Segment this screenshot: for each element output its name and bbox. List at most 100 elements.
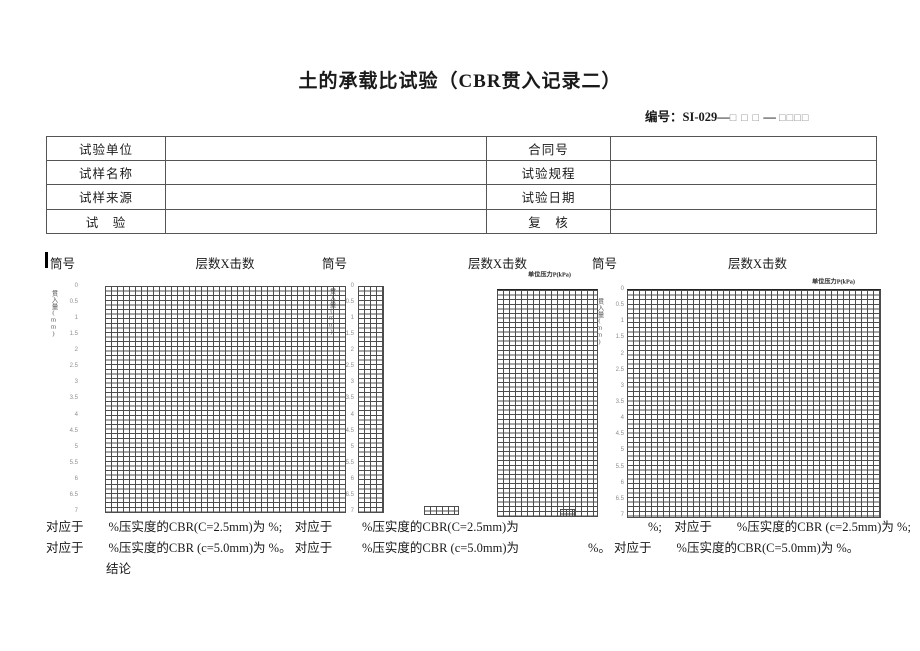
conclusion-label: 结论 [106, 562, 132, 576]
cbr-result-line: %压实度的CBR(C=2.5mm)为 [362, 520, 519, 534]
label-tester: 试 验 [46, 208, 166, 234]
value-sample-source[interactable] [165, 184, 487, 210]
doc-number-separator: — [760, 110, 779, 124]
label-contract-no: 合同号 [486, 135, 611, 162]
pressure-axis-label-3: 单位压力P(kPa) [812, 278, 855, 286]
y-tick-label: 0 [620, 286, 624, 292]
cbr-result-line: 对应于 %压实度的CBR(C=2.5mm)为 %; 对应于 [46, 520, 333, 534]
y-tick-label: 2.5 [615, 366, 624, 373]
cbr-result-line: %。 对应于 %压实度的CBR(C=5.0mm)为 %。 [588, 541, 860, 555]
tube-number-label-1: 筒号 [50, 257, 76, 271]
y-tick-label: 4.5 [69, 427, 78, 434]
value-test-procedure[interactable] [610, 160, 877, 186]
chart-grid-2 [497, 289, 598, 517]
y-tick-label: 3.5 [345, 395, 354, 402]
label-test-procedure: 试验规程 [486, 160, 611, 186]
value-sample-name[interactable] [165, 160, 487, 186]
cursor-bar [45, 252, 48, 268]
tube-number-label-3: 筒号 [592, 257, 618, 271]
y-tick-label: 6.5 [69, 491, 78, 498]
chart-grid-1 [105, 286, 346, 513]
cbr-result-line: %; 对应于 %压实度的CBR (c=2.5mm)为 %; [648, 520, 911, 534]
chart-grid-3 [627, 289, 881, 518]
y-tick-label: 1 [350, 315, 354, 322]
grid-fragment [424, 506, 459, 515]
y-tick-label: 3 [350, 379, 354, 386]
label-test-date: 试验日期 [486, 184, 611, 210]
y-tick-label: 2 [74, 347, 78, 354]
y-tick-label: 0 [74, 283, 78, 289]
cbr-result-line: 对应于 %压实度的CBR (c=5.0mm)为 %。 对应于 [46, 541, 333, 555]
doc-number: 编号：SI-029—□ □ □ — □□□□ [645, 106, 810, 125]
y-tick-label: 6 [350, 475, 354, 482]
y-tick-label: 1 [74, 315, 78, 322]
value-reviewer[interactable] [610, 208, 877, 234]
doc-number-label: 编号： [645, 110, 683, 124]
doc-number-boxes-2: □□□□ [778, 112, 810, 124]
y-tick-label: 2.5 [345, 363, 354, 370]
y-tick-label: 0.5 [69, 299, 78, 306]
y-tick-label: 2 [350, 347, 354, 354]
page-title: 土的承载比试验（CBR贯入记录二） [298, 71, 622, 92]
y-tick-label: 3 [620, 382, 624, 389]
y-tick-label: 0.5 [615, 302, 624, 309]
y-tick-label: 6 [620, 479, 624, 486]
table-row: 试 验 复 核 [46, 208, 877, 234]
y-tick-label: 1.5 [69, 331, 78, 338]
y-tick-label: 6.5 [345, 491, 354, 498]
value-test-date[interactable] [610, 184, 877, 210]
doc-number-code: SI-029— [682, 110, 730, 124]
table-row: 试样名称 试验规程 [46, 160, 877, 186]
y-tick-label: 5 [620, 447, 624, 454]
y-tick-label: 7 [74, 507, 78, 514]
label-reviewer: 复 核 [486, 208, 611, 234]
y-tick-label: 6.5 [615, 495, 624, 502]
penetration-axis-label-3: 贯入量(mm) [596, 298, 603, 346]
tube-number-label-2: 筒号 [322, 257, 348, 271]
y-tick-label: 5 [350, 443, 354, 450]
y-tick-label: 2.5 [69, 363, 78, 370]
label-test-unit: 试验单位 [46, 135, 166, 162]
y-tick-label: 6 [74, 475, 78, 482]
layers-blows-label-2: 层数X击数 [467, 257, 528, 271]
table-row: 试验单位 合同号 [46, 135, 877, 162]
doc-number-boxes-1: □ □ □ [729, 112, 761, 124]
y-tick-label: 5.5 [69, 459, 78, 466]
value-tester[interactable] [165, 208, 487, 234]
cbr-result-line: %压实度的CBR (c=5.0mm)为 [362, 541, 520, 555]
layers-blows-label-3: 层数X击数 [727, 257, 788, 271]
y-tick-column-3: 0 0.5 1 1.5 2 2.5 3 3.5 4 4.5 5 5.5 6 6.5 7 [604, 286, 624, 519]
y-tick-label: 0 [350, 283, 354, 289]
y-tick-label: 4.5 [345, 427, 354, 434]
y-tick-label: 5 [74, 443, 78, 450]
label-sample-name: 试样名称 [46, 160, 166, 186]
y-tick-label: 4.5 [615, 431, 624, 438]
pressure-axis-label-2: 单位压力P(kPa) [528, 271, 571, 279]
y-tick-label: 3.5 [615, 398, 624, 405]
grid-fragment [560, 509, 575, 517]
layers-blows-label-1: 层数X击数 [195, 257, 255, 271]
y-tick-label: 1.5 [615, 334, 624, 341]
y-tick-label: 7 [350, 507, 354, 514]
y-tick-label: 4 [620, 415, 624, 422]
y-tick-label: 5.5 [615, 463, 624, 470]
value-contract-no[interactable] [610, 135, 877, 162]
y-tick-label: 4 [350, 411, 354, 418]
y-tick-label: 3.5 [69, 395, 78, 402]
penetration-axis-label-1: 贯入量(mm) [50, 290, 57, 338]
y-tick-label: 1.5 [345, 331, 354, 338]
y-tick-label: 5.5 [345, 459, 354, 466]
y-tick-column-1: 0 0.5 1 1.5 2 2.5 3 3.5 4 4.5 5 5.5 6 6.5 7 [58, 283, 78, 515]
chart-grid-2-left-strip [358, 286, 384, 513]
label-sample-source: 试样来源 [46, 184, 166, 210]
value-test-unit[interactable] [165, 135, 487, 162]
y-tick-label: 2 [620, 350, 624, 357]
y-tick-label: 1 [620, 318, 624, 325]
y-tick-label: 7 [620, 511, 624, 518]
y-tick-label: 3 [74, 379, 78, 386]
y-tick-label: 4 [74, 411, 78, 418]
y-tick-label: 0.5 [345, 299, 354, 306]
table-row: 试样来源 试验日期 [46, 184, 877, 210]
info-table: 试验单位 合同号 试样名称 试验规程 试样来源 试验日期 试 验 复 核 [46, 135, 877, 234]
